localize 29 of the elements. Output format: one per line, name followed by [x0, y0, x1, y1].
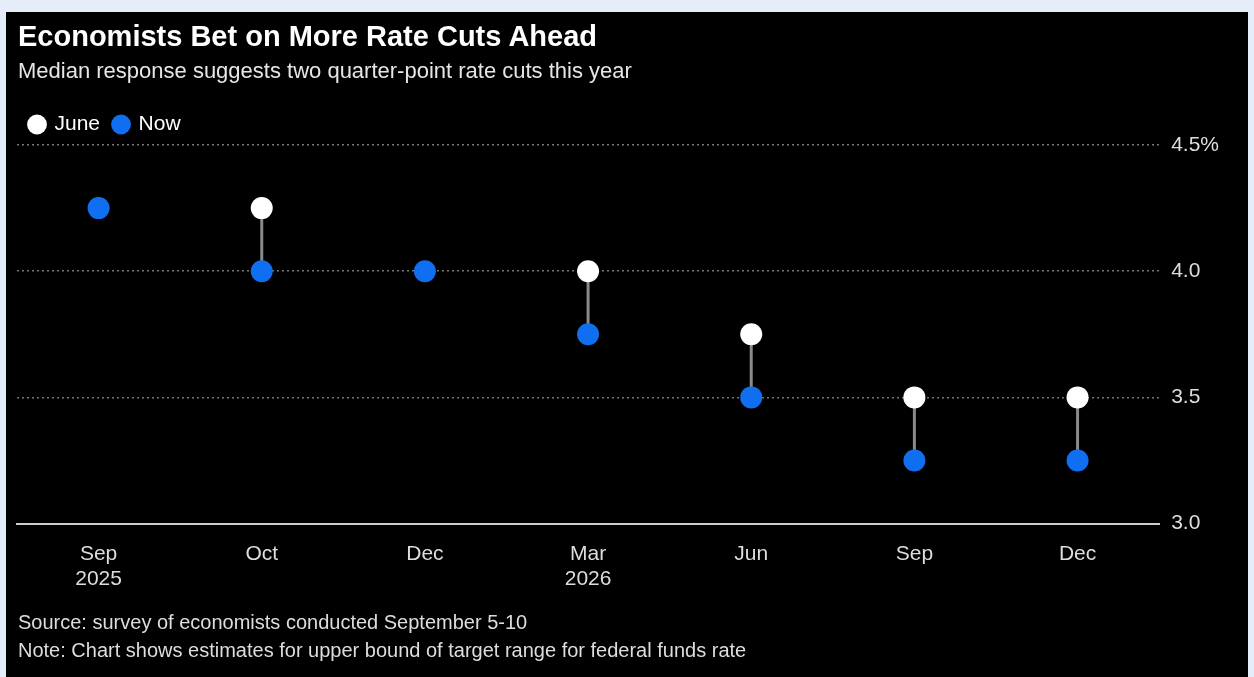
point: [577, 260, 600, 283]
chart-title: Economists Bet on More Rate Cuts Ahead: [18, 20, 598, 53]
source-note: Source: survey of economists conducted September 5-10: [18, 610, 529, 635]
point: [1066, 449, 1089, 472]
legend-label: June: [54, 111, 101, 135]
x-tick-label: Sep: [895, 541, 934, 564]
y-tick-label: 4.0: [1171, 258, 1201, 281]
x-tick-label: Mar 2026: [564, 541, 612, 590]
point: [1066, 386, 1089, 409]
legend-label: Now: [138, 111, 182, 135]
x-tick-label: Jun: [734, 541, 769, 564]
x-tick-label: Dec: [1058, 541, 1097, 564]
point: [903, 449, 926, 472]
point: [740, 323, 763, 346]
y-tick-label: 3.5: [1171, 384, 1201, 408]
point: [740, 386, 763, 409]
x-tick-label: Dec: [406, 541, 444, 564]
point: [250, 260, 273, 283]
point: [903, 386, 926, 409]
chart-subtitle: Median response suggests two quarter-point rate cuts this year: [18, 58, 632, 84]
y-tick-label: 4.5%: [1171, 131, 1220, 155]
x-tick-label: Sep 2025: [75, 541, 122, 590]
point: [87, 197, 110, 220]
text: Note: Chart shows estimates for upper bound of target range for federal funds rate: [18, 638, 747, 663]
y-tick-label: 3.0: [1171, 510, 1201, 534]
point: [250, 197, 273, 220]
point: [577, 323, 600, 346]
point: [413, 260, 436, 283]
x-tick-label: Oct: [245, 541, 279, 564]
